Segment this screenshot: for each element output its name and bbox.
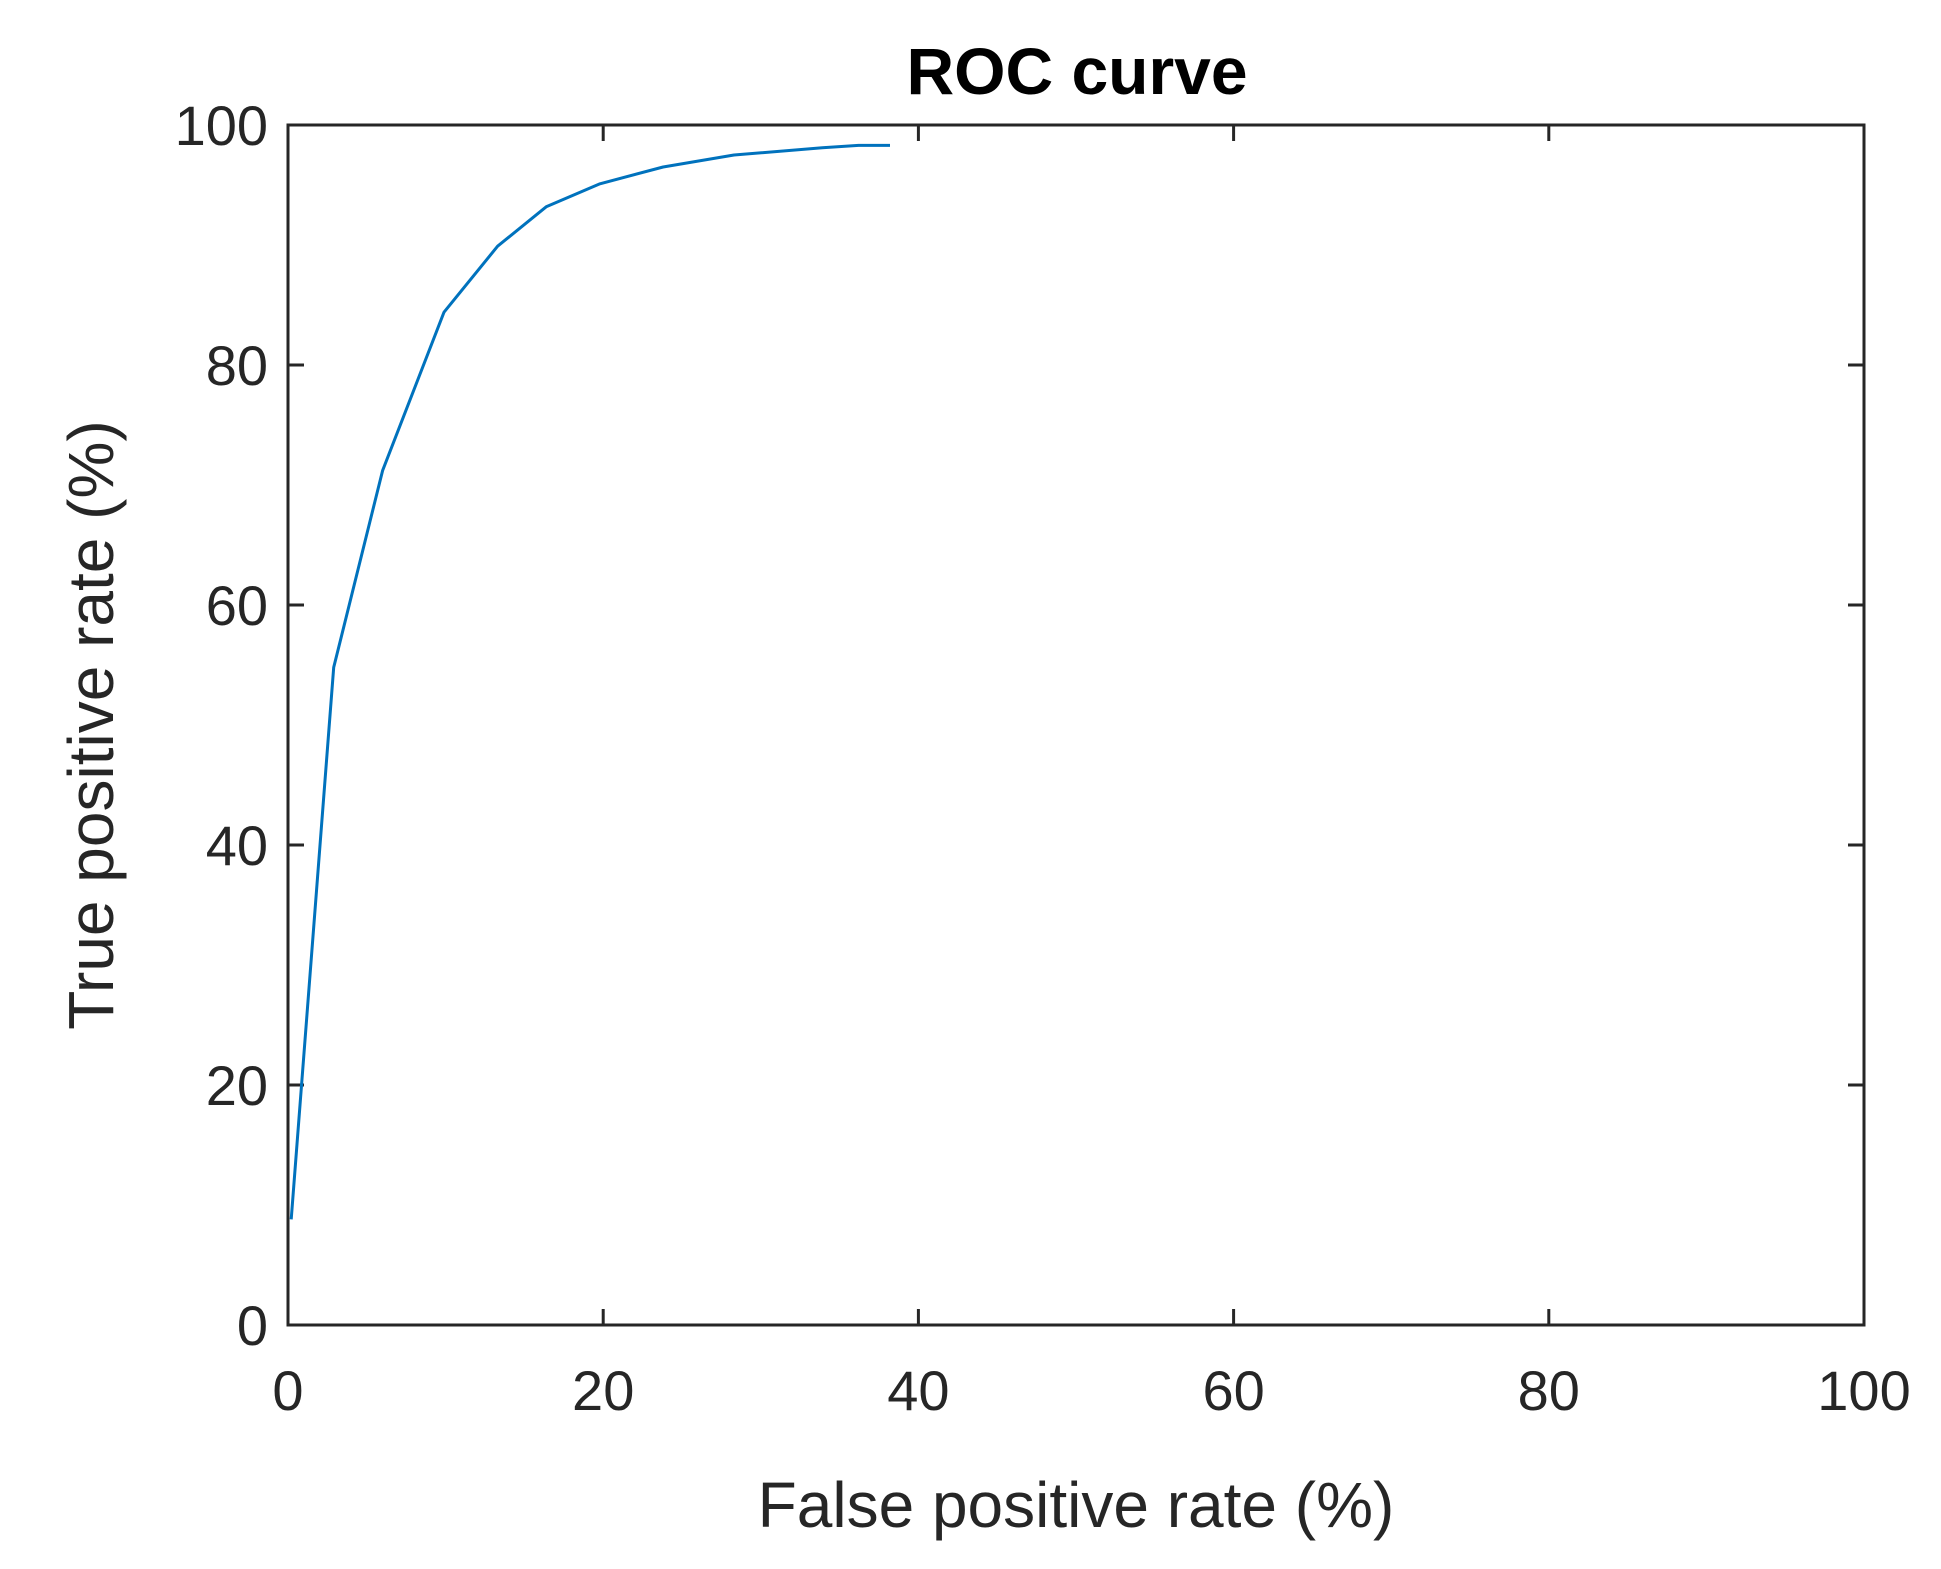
chart-title: ROC curve <box>906 34 1247 108</box>
y-axis-label: True positive rate (%) <box>55 420 127 1029</box>
y-tick-label: 80 <box>206 334 268 397</box>
x-tick-label: 100 <box>1817 1359 1910 1422</box>
axis-ticks <box>286 123 1866 1327</box>
tick-labels: 0 20 40 60 80 100 0 20 40 60 80 100 <box>175 94 1911 1422</box>
y-tick-label: 60 <box>206 574 268 637</box>
y-tick-label: 0 <box>237 1294 268 1357</box>
y-tick-label: 20 <box>206 1054 268 1117</box>
x-tick-label: 80 <box>1518 1359 1580 1422</box>
x-tick-label: 60 <box>1202 1359 1264 1422</box>
x-tick-label: 0 <box>272 1359 303 1422</box>
x-axis-label: False positive rate (%) <box>758 1469 1395 1541</box>
plot-area-frame <box>286 123 1866 1327</box>
y-tick-label: 40 <box>206 814 268 877</box>
y-tick-label: 100 <box>175 94 268 157</box>
roc-series-line <box>289 143 890 1220</box>
x-tick-label: 20 <box>572 1359 634 1422</box>
data-series <box>289 143 890 1220</box>
x-tick-label: 40 <box>887 1359 949 1422</box>
